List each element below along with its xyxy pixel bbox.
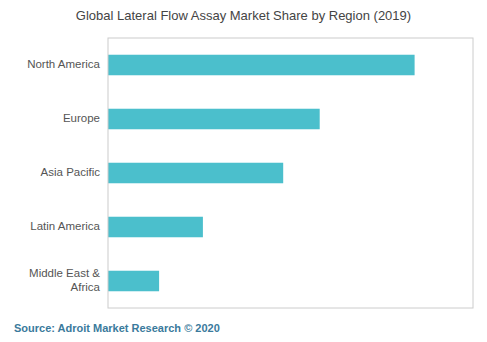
plot-frame <box>108 38 473 308</box>
category-label-line: Asia Pacific <box>41 166 101 178</box>
chart-title: Global Lateral Flow Assay Market Share b… <box>76 8 411 23</box>
category-label-line: Africa <box>65 281 101 293</box>
category-label: Latin America <box>30 220 100 232</box>
category-label-line: Latin America <box>30 220 100 232</box>
chart-container: Global Lateral Flow Assay Market Share b… <box>0 0 487 342</box>
bar <box>108 271 159 292</box>
source-annotation: Source: Adroit Market Research © 2020 <box>14 322 220 334</box>
bar <box>108 163 283 184</box>
chart-svg: Global Lateral Flow Assay Market Share b… <box>0 0 487 342</box>
page: {"chart_data": {"type": "bar", "orientat… <box>0 0 487 342</box>
bar <box>108 55 415 76</box>
bars <box>108 55 415 292</box>
bar <box>108 217 203 238</box>
category-label: Middle East & Africa <box>29 267 101 293</box>
category-label-line: Europe <box>63 112 100 124</box>
category-label-line: North America <box>27 58 100 70</box>
category-label: Asia Pacific <box>41 166 101 178</box>
category-label: North America <box>27 58 100 70</box>
bar <box>108 109 320 130</box>
category-label-line: Middle East & <box>29 267 100 279</box>
category-label: Europe <box>63 112 100 124</box>
